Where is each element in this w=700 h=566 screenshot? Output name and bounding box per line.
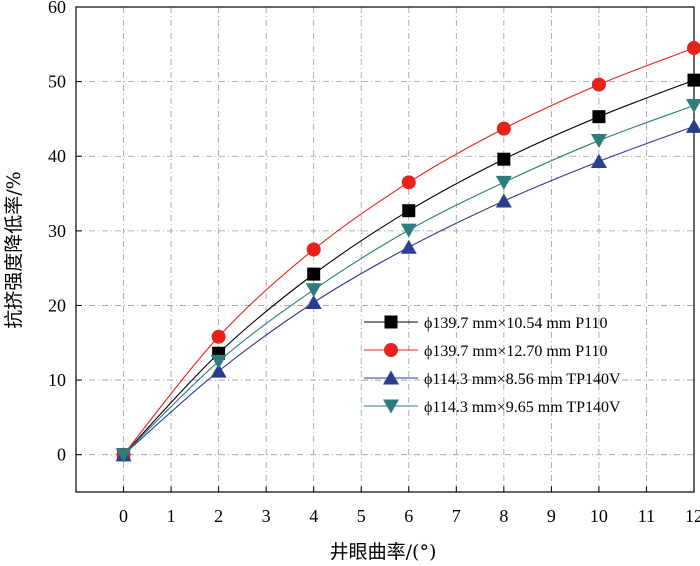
x-tick-label: 0 <box>119 506 128 526</box>
data-point <box>210 363 227 378</box>
data-point <box>402 204 416 218</box>
x-tick-label: 4 <box>309 506 318 526</box>
x-tick-label: 1 <box>167 506 176 526</box>
y-tick-label: 30 <box>48 221 66 241</box>
data-point <box>210 354 227 369</box>
y-axis-title: 抗挤强度降低率/% <box>3 171 25 328</box>
legend-label: ϕ114.3 mm×9.65 mm TP140V <box>424 399 621 416</box>
data-point <box>496 121 511 136</box>
x-tick-label: 9 <box>547 506 556 526</box>
x-axis-title: 井眼曲率/(°) <box>330 541 437 563</box>
legend-label: ϕ114.3 mm×8.56 mm TP140V <box>424 371 621 388</box>
y-tick-label: 20 <box>48 295 66 315</box>
data-point <box>495 193 512 208</box>
series-3 <box>115 118 700 462</box>
plot-frame <box>75 6 695 493</box>
data-point <box>211 329 226 344</box>
legend-marker <box>383 370 399 385</box>
legend-marker <box>383 399 399 414</box>
legend-label: ϕ139.7 mm×12.70 mm P110 <box>424 343 608 360</box>
data-point <box>590 134 607 149</box>
data-point <box>687 41 700 56</box>
data-point <box>590 153 607 168</box>
legend-entry: ϕ114.3 mm×9.65 mm TP140V <box>364 399 621 416</box>
y-tick-label: 60 <box>48 0 66 17</box>
data-point <box>591 77 606 92</box>
legend-label: ϕ139.7 mm×10.54 mm P110 <box>424 315 608 332</box>
x-tick-label: 5 <box>357 506 366 526</box>
legend-entry: ϕ139.7 mm×12.70 mm P110 <box>364 343 608 360</box>
legend-entry: ϕ139.7 mm×10.54 mm P110 <box>364 315 608 332</box>
data-point <box>115 448 132 463</box>
data-point <box>497 152 511 166</box>
x-tick-label: 12 <box>685 506 700 526</box>
data-point <box>495 175 512 190</box>
y-tick-label: 40 <box>48 146 66 166</box>
data-point <box>305 294 322 309</box>
series-4 <box>115 98 700 463</box>
series-1 <box>117 73 700 462</box>
x-tick-label: 10 <box>590 506 608 526</box>
data-point <box>307 267 321 281</box>
y-tick-label: 0 <box>57 445 66 465</box>
series <box>115 41 700 463</box>
data-point <box>686 118 700 133</box>
data-point <box>306 242 321 257</box>
x-tick-label: 8 <box>499 506 508 526</box>
legend: ϕ139.7 mm×10.54 mm P110 ϕ139.7 mm×12.70 m… <box>364 315 621 416</box>
legend-marker <box>384 315 398 329</box>
data-point <box>400 223 417 238</box>
x-tick-label: 11 <box>638 506 655 526</box>
data-point <box>592 110 606 124</box>
legend-marker <box>384 343 398 357</box>
data-point <box>305 283 322 298</box>
x-tick-label: 6 <box>404 506 413 526</box>
legend-entry: ϕ114.3 mm×8.56 mm TP140V <box>364 370 621 388</box>
data-point <box>686 98 700 113</box>
x-tick-label: 2 <box>214 506 223 526</box>
y-tick-label: 10 <box>48 370 66 390</box>
x-tick-label: 7 <box>452 506 461 526</box>
data-point <box>401 175 416 190</box>
data-point <box>687 73 700 87</box>
y-tick-label: 50 <box>48 72 66 92</box>
data-point <box>400 239 417 254</box>
x-tick-label: 3 <box>262 506 271 526</box>
